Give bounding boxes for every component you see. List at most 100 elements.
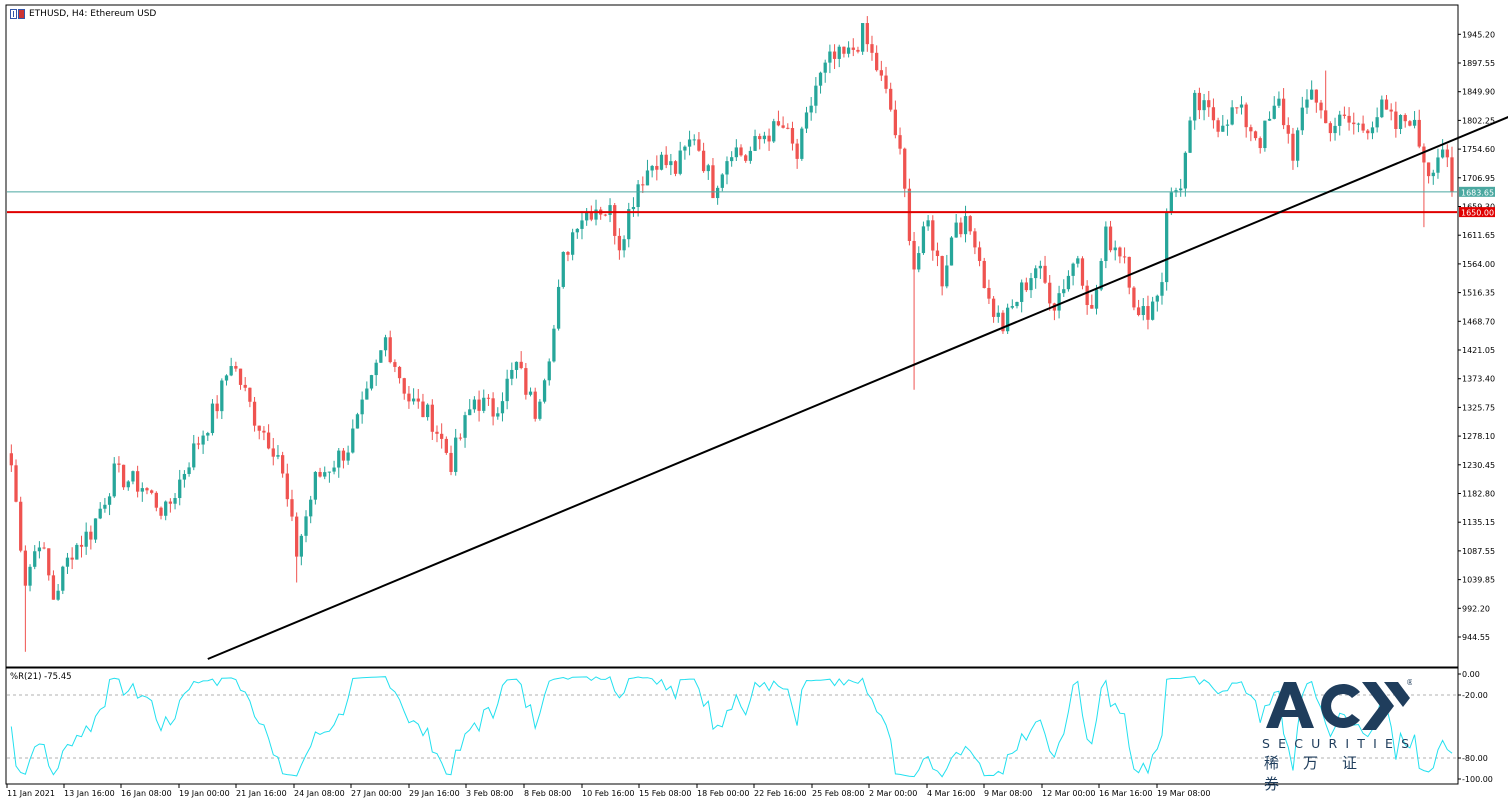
bear-candle — [977, 241, 982, 267]
bull-candle — [131, 470, 135, 485]
bull-candle — [210, 399, 215, 436]
bull-candle — [917, 246, 921, 273]
bear-candle — [664, 146, 668, 169]
bull-candle — [804, 106, 809, 134]
bull-candle — [33, 545, 37, 570]
bear-candle — [884, 66, 888, 94]
bear-candle — [931, 215, 935, 261]
bear-candle — [842, 46, 846, 58]
bear-candle — [51, 570, 56, 600]
price-tick-label: 1373.40 — [1462, 375, 1495, 384]
bull-candle — [220, 378, 224, 420]
bear-candle — [42, 542, 46, 550]
bull-candle — [528, 387, 533, 397]
bear-candle — [393, 359, 397, 373]
bull-candle — [926, 215, 930, 231]
bull-candle — [762, 131, 767, 144]
bear-candle — [1146, 295, 1150, 330]
bear-candle — [959, 217, 963, 238]
bear-candle — [117, 456, 121, 473]
bear-candle — [870, 35, 874, 61]
bear-candle — [215, 395, 219, 419]
bear-candle — [1384, 94, 1389, 110]
bull-candle — [814, 77, 818, 114]
indicator-tick-label: 0.00 — [1462, 670, 1480, 679]
bear-candle — [1281, 88, 1286, 130]
time-tick-label: 18 Feb 00:00 — [697, 789, 749, 798]
bull-candle — [1066, 270, 1071, 292]
bear-candle — [991, 296, 996, 323]
bull-candle — [996, 305, 1000, 323]
time-tick-label: 13 Jan 16:00 — [64, 789, 115, 798]
time-tick-label: 25 Feb 08:00 — [812, 789, 864, 798]
bull-candle — [608, 198, 612, 223]
bull-candle — [753, 129, 757, 151]
bear-candle — [435, 425, 439, 443]
bear-candle — [982, 257, 986, 289]
price-tick-label: 1278.10 — [1462, 432, 1495, 441]
bull-candle — [1141, 298, 1145, 321]
time-tick-label: 22 Feb 16:00 — [754, 789, 806, 798]
bear-candle — [1244, 102, 1248, 138]
bull-candle — [500, 392, 505, 422]
time-tick-label: 21 Jan 16:00 — [236, 789, 287, 798]
bear-candle — [1258, 136, 1262, 154]
bear-candle — [1408, 120, 1412, 127]
bull-candle — [837, 44, 841, 68]
bear-candle — [935, 242, 940, 267]
bull-candle — [182, 470, 187, 488]
bear-candle — [1085, 280, 1089, 315]
bear-candle — [238, 368, 243, 390]
bull-candle — [56, 584, 60, 601]
time-tick-label: 9 Mar 08:00 — [984, 789, 1032, 798]
bear-candle — [1207, 90, 1211, 117]
bull-candle — [631, 197, 636, 217]
bull-candle — [1230, 100, 1234, 126]
price-tick-label: 1706.95 — [1462, 174, 1495, 183]
bear-candle — [875, 45, 879, 72]
price-tick-label: 1230.45 — [1462, 461, 1495, 470]
bull-candle — [1356, 122, 1361, 133]
price-tick-label: 1754.60 — [1462, 145, 1495, 154]
bull-candle — [650, 164, 654, 178]
bull-candle — [585, 208, 589, 226]
bull-candle — [748, 146, 753, 164]
bull-candle — [112, 457, 116, 498]
bull-candle — [65, 552, 70, 574]
bull-candle — [304, 510, 308, 543]
acy-logo-mark: ® — [1266, 678, 1412, 730]
bull-candle — [949, 236, 954, 266]
bull-candle — [514, 361, 519, 379]
bear-candle — [744, 154, 748, 163]
registered-mark: ® — [1406, 678, 1412, 687]
bull-candle — [323, 466, 327, 480]
bull-candle — [809, 97, 813, 121]
bull-candle — [687, 130, 692, 156]
price-tick-label: 1039.85 — [1462, 576, 1495, 585]
bull-candle — [683, 145, 687, 160]
price-tick-label: 1421.05 — [1462, 346, 1495, 355]
bear-candle — [1001, 310, 1005, 334]
price-tick-label: 1087.55 — [1462, 547, 1495, 556]
bear-candle — [1426, 162, 1431, 184]
bull-candle — [173, 493, 177, 510]
bull-candle — [355, 412, 360, 429]
price-tick-label: 1135.15 — [1462, 518, 1495, 527]
price-tick-label: 992.20 — [1462, 604, 1490, 613]
symbol-title: ETHUSD, H4: Ethereum USD — [29, 9, 157, 19]
bull-candle — [360, 391, 364, 424]
current-price-tag-text: 1683.65 — [1461, 188, 1494, 197]
bear-candle — [1366, 128, 1370, 140]
bull-candle — [1179, 178, 1183, 197]
bull-candle — [201, 430, 205, 454]
bear-candle — [421, 393, 425, 418]
bear-candle — [1216, 117, 1220, 138]
bull-candle — [1277, 91, 1281, 108]
bull-candle — [1310, 80, 1314, 100]
bull-candle — [725, 156, 729, 185]
bull-candle — [1412, 111, 1417, 129]
price-tick-label: 1611.65 — [1462, 231, 1495, 240]
bull-candle — [510, 362, 514, 386]
bear-candle — [486, 394, 491, 406]
